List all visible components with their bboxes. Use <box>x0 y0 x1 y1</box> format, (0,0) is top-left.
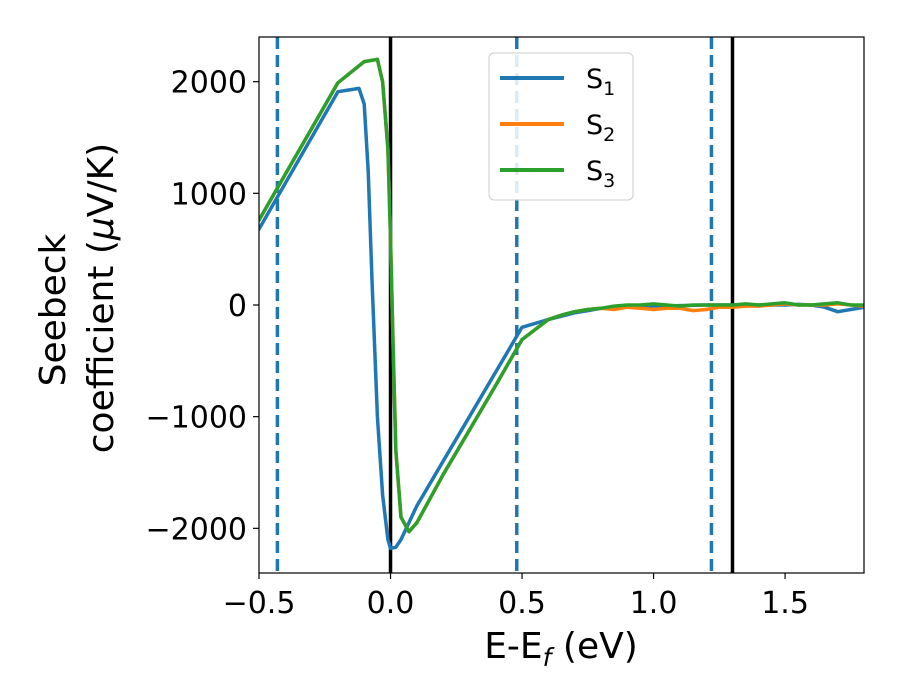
x-tick-label: −0.5 <box>223 586 296 621</box>
x-tick-label: 0.5 <box>498 586 546 621</box>
x-tick-label: 0.0 <box>367 586 415 621</box>
x-axis-title: E-Ef (eV) <box>484 626 638 672</box>
legend-label-s1: S1 <box>586 64 615 100</box>
legend: S1 S2 S3 <box>488 52 634 201</box>
legend-label-s3: S3 <box>586 156 615 192</box>
y-tick-label: 2000 <box>171 66 247 101</box>
y-tick-label: −2000 <box>146 512 247 547</box>
x-tick-label: 1.5 <box>761 586 809 621</box>
y-tick-label: −1000 <box>146 401 247 436</box>
legend-box <box>488 52 634 201</box>
legend-label-s2: S2 <box>586 110 615 146</box>
y-tick-label: 1000 <box>171 177 247 212</box>
x-tick-label: 1.0 <box>630 586 678 621</box>
series-line-s3 <box>259 57 864 534</box>
y-tick-label: 0 <box>228 289 247 324</box>
data-series <box>259 57 864 551</box>
x-axis-ticks: −0.5 0.0 0.5 1.0 1.5 <box>223 573 809 621</box>
y-axis-ticks: 2000 1000 0 −1000 −2000 <box>146 66 259 547</box>
y-axis-title-line2: coefficient (μV/K) <box>81 143 122 453</box>
y-axis-title-line1: Seebeck <box>33 233 74 386</box>
